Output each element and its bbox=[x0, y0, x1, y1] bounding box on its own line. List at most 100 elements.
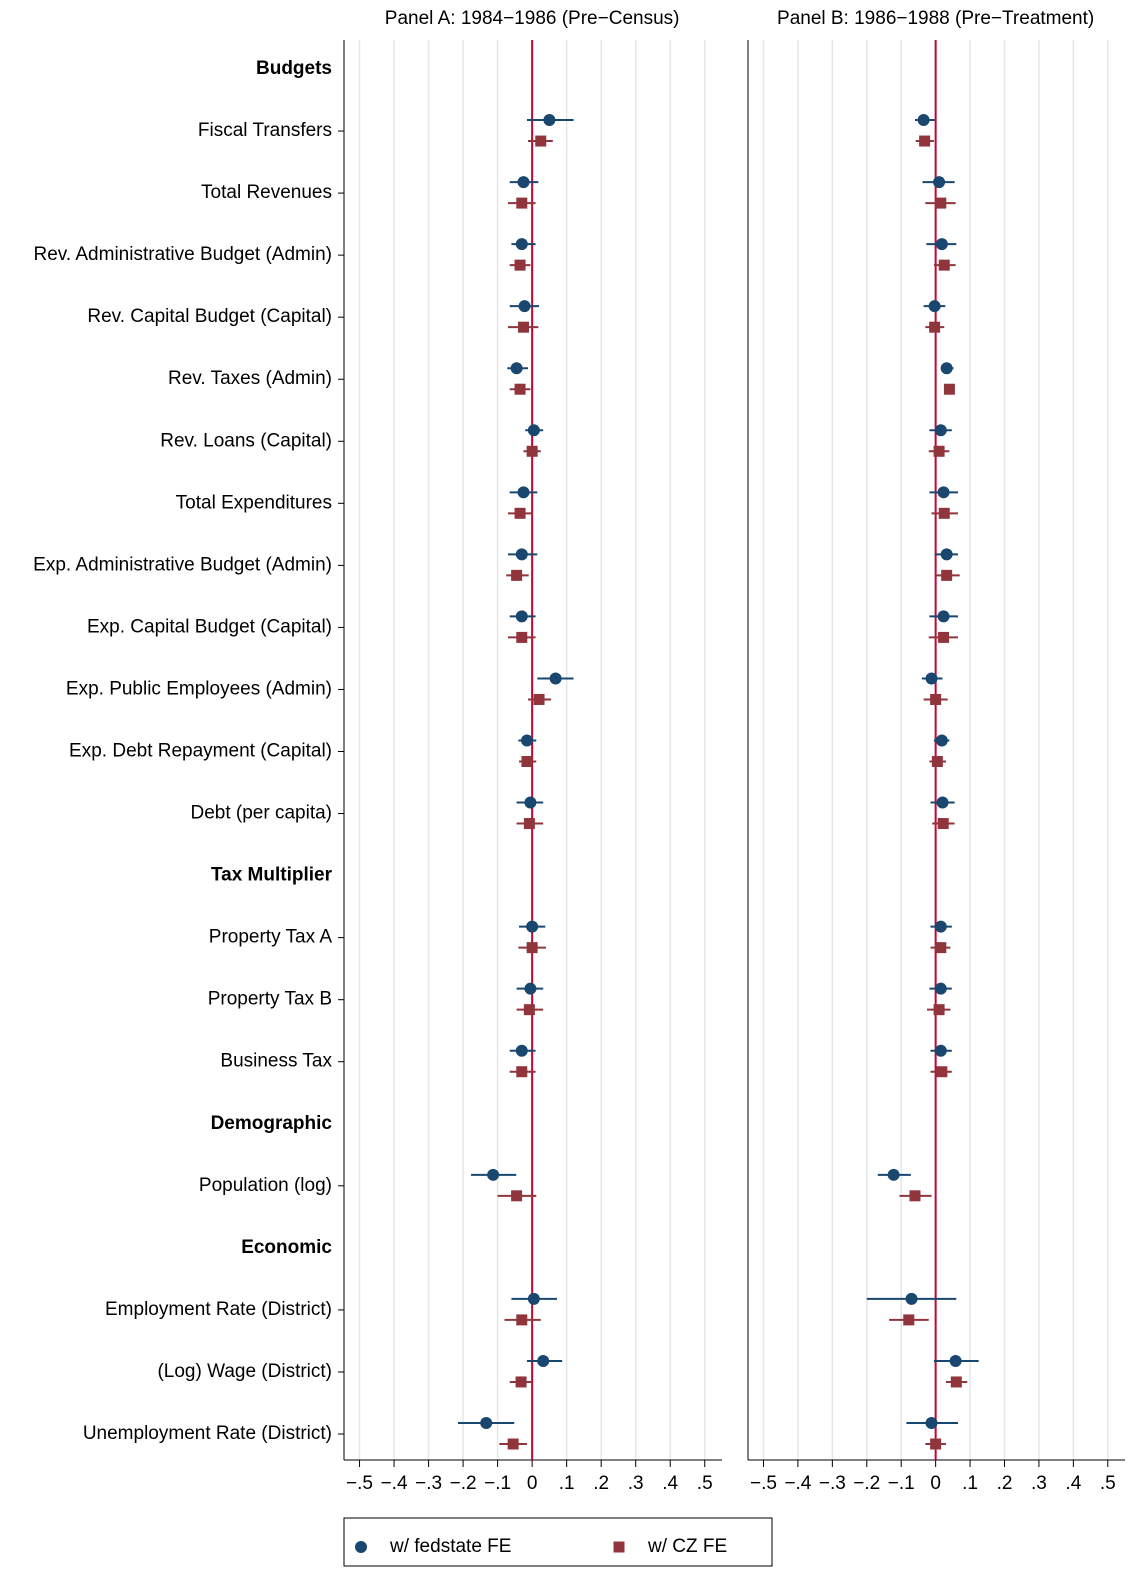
point-estimate bbox=[934, 982, 947, 995]
x-tick-label: .3 bbox=[628, 1473, 644, 1494]
row-label: Exp. Public Employees (Admin) bbox=[66, 678, 332, 699]
legend-label: w/ fedstate FE bbox=[389, 1536, 511, 1557]
point-estimate bbox=[935, 238, 948, 251]
x-tick-label: −.1 bbox=[484, 1473, 511, 1494]
row-label: Population (log) bbox=[199, 1175, 332, 1196]
point-estimate bbox=[515, 610, 528, 623]
point-estimate bbox=[941, 569, 953, 581]
point-estimate bbox=[930, 693, 942, 705]
row-label: Exp. Administrative Budget (Admin) bbox=[33, 554, 332, 575]
panel-title: Panel B: 1986−1988 (Pre−Treatment) bbox=[777, 8, 1094, 29]
point-estimate bbox=[934, 424, 947, 437]
point-estimate bbox=[514, 383, 526, 395]
point-estimate bbox=[934, 920, 947, 933]
row-label: Business Tax bbox=[220, 1051, 332, 1072]
x-tick-label: .5 bbox=[1100, 1473, 1116, 1494]
legend-label: w/ CZ FE bbox=[647, 1536, 727, 1557]
x-tick-label: −.2 bbox=[450, 1473, 477, 1494]
row-label: (Log) Wage (District) bbox=[157, 1361, 332, 1382]
point-estimate bbox=[517, 486, 530, 499]
point-estimate bbox=[507, 1438, 519, 1450]
row-label: Debt (per capita) bbox=[190, 803, 332, 824]
point-estimate bbox=[940, 548, 953, 561]
row-label: Property Tax A bbox=[209, 927, 333, 948]
x-tick-label: −.5 bbox=[346, 1473, 373, 1494]
point-estimate bbox=[517, 176, 530, 189]
row-label: Rev. Loans (Capital) bbox=[160, 430, 332, 451]
point-estimate bbox=[524, 796, 537, 809]
group-header: Budgets bbox=[256, 58, 332, 79]
legend-marker bbox=[355, 1541, 367, 1553]
x-tick-label: −.3 bbox=[819, 1473, 846, 1494]
panel-title: Panel A: 1984−1986 (Pre−Census) bbox=[385, 8, 680, 29]
x-tick-label: 0 bbox=[527, 1473, 538, 1494]
point-estimate bbox=[516, 631, 528, 643]
x-tick-label: −.4 bbox=[784, 1473, 811, 1494]
point-estimate bbox=[936, 796, 949, 809]
point-estimate bbox=[935, 197, 947, 209]
point-estimate bbox=[526, 445, 538, 457]
x-tick-label: .2 bbox=[997, 1473, 1013, 1494]
point-estimate bbox=[516, 1066, 528, 1078]
point-estimate bbox=[516, 197, 528, 209]
point-estimate bbox=[516, 1314, 528, 1326]
point-estimate bbox=[930, 1438, 942, 1450]
row-label: Rev. Capital Budget (Capital) bbox=[87, 306, 332, 327]
point-estimate bbox=[905, 1292, 918, 1305]
point-estimate bbox=[928, 300, 941, 313]
group-header: Tax Multiplier bbox=[211, 865, 333, 886]
point-estimate bbox=[940, 362, 953, 375]
point-estimate bbox=[949, 1354, 962, 1367]
point-estimate bbox=[526, 920, 539, 933]
point-estimate bbox=[510, 362, 523, 375]
point-estimate bbox=[511, 1190, 523, 1202]
point-estimate bbox=[527, 424, 540, 437]
point-estimate bbox=[543, 114, 556, 127]
x-tick-label: −.4 bbox=[381, 1473, 408, 1494]
x-tick-label: .1 bbox=[559, 1473, 575, 1494]
x-tick-label: .5 bbox=[697, 1473, 713, 1494]
point-estimate bbox=[515, 1044, 528, 1057]
point-estimate bbox=[950, 1376, 962, 1388]
point-estimate bbox=[919, 135, 931, 147]
x-tick-label: .3 bbox=[1031, 1473, 1047, 1494]
point-estimate bbox=[931, 756, 943, 767]
point-estimate bbox=[909, 1190, 921, 1202]
point-estimate bbox=[535, 135, 547, 147]
point-estimate bbox=[933, 1004, 945, 1016]
legend-box bbox=[343, 1517, 773, 1567]
point-estimate bbox=[526, 942, 538, 954]
point-estimate bbox=[521, 756, 533, 767]
point-estimate bbox=[929, 321, 941, 333]
point-estimate bbox=[549, 672, 562, 685]
point-estimate bbox=[537, 1354, 550, 1367]
x-tick-label: −.3 bbox=[415, 1473, 442, 1494]
point-estimate bbox=[938, 259, 950, 271]
point-estimate bbox=[511, 569, 523, 581]
x-tick-label: −.1 bbox=[888, 1473, 915, 1494]
point-estimate bbox=[943, 383, 955, 395]
x-tick-label: .1 bbox=[962, 1473, 978, 1494]
group-header: Economic bbox=[241, 1237, 332, 1258]
legend-marker bbox=[613, 1541, 625, 1553]
point-estimate bbox=[515, 238, 528, 251]
point-estimate bbox=[887, 1168, 900, 1181]
point-estimate bbox=[518, 321, 530, 333]
point-estimate bbox=[518, 300, 531, 313]
row-label: Exp. Capital Budget (Capital) bbox=[87, 616, 332, 637]
row-label: Property Tax B bbox=[208, 989, 332, 1010]
point-estimate bbox=[935, 942, 947, 954]
point-estimate bbox=[515, 1376, 527, 1388]
point-estimate bbox=[520, 734, 533, 747]
row-label: Unemployment Rate (District) bbox=[83, 1423, 332, 1444]
point-estimate bbox=[925, 1417, 938, 1429]
point-estimate bbox=[524, 982, 537, 995]
x-tick-label: −.5 bbox=[750, 1473, 777, 1494]
x-tick-label: .4 bbox=[662, 1473, 678, 1494]
point-estimate bbox=[938, 631, 950, 643]
x-tick-label: −.2 bbox=[853, 1473, 880, 1494]
point-estimate bbox=[903, 1314, 915, 1326]
point-estimate bbox=[933, 445, 945, 457]
point-estimate bbox=[938, 507, 950, 519]
